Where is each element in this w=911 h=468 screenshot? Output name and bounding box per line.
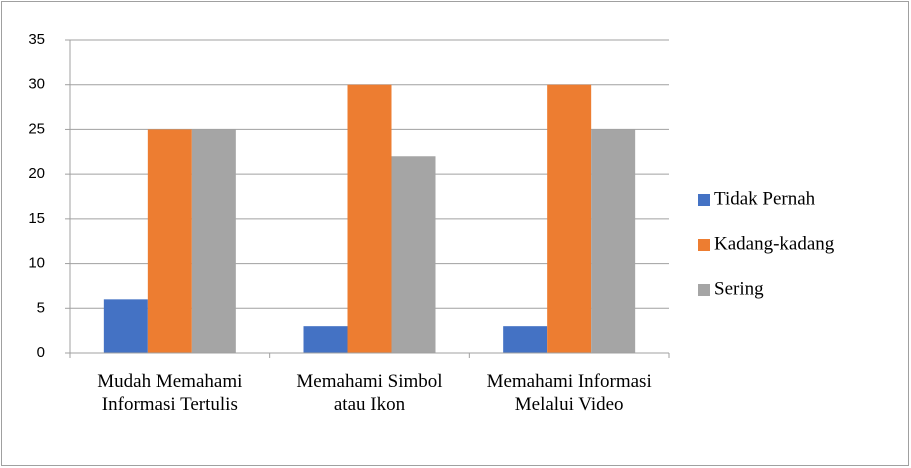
bar	[591, 129, 636, 353]
y-tick-label: 15	[28, 210, 45, 227]
y-tick-label: 10	[28, 255, 45, 272]
bar	[547, 84, 592, 353]
bar	[147, 129, 192, 353]
bar	[503, 326, 548, 353]
legend-swatch	[698, 239, 710, 251]
y-tick-label: 20	[28, 165, 45, 182]
legend-label: Kadang-kadang	[714, 233, 835, 254]
bar	[303, 326, 348, 353]
x-tick-label: Mudah Memahami Informasi Tertulis	[97, 371, 243, 415]
legend-swatch	[698, 284, 710, 296]
x-tick-label: Memahami Simbol atau Ikon	[296, 371, 443, 415]
y-tick-label: 5	[37, 299, 45, 316]
x-tick-label: Memahami Informasi Melalui Video	[486, 371, 652, 415]
bar	[347, 84, 392, 353]
bar	[103, 299, 148, 353]
bar	[391, 156, 436, 353]
y-tick-label: 0	[37, 344, 45, 361]
bar	[191, 129, 236, 353]
y-tick-label: 30	[28, 76, 45, 93]
legend-swatch	[698, 194, 710, 206]
legend-label: Sering	[714, 278, 764, 299]
y-tick-label: 35	[28, 31, 45, 48]
legend-label: Tidak Pernah	[714, 188, 816, 209]
y-tick-label: 25	[28, 120, 45, 137]
